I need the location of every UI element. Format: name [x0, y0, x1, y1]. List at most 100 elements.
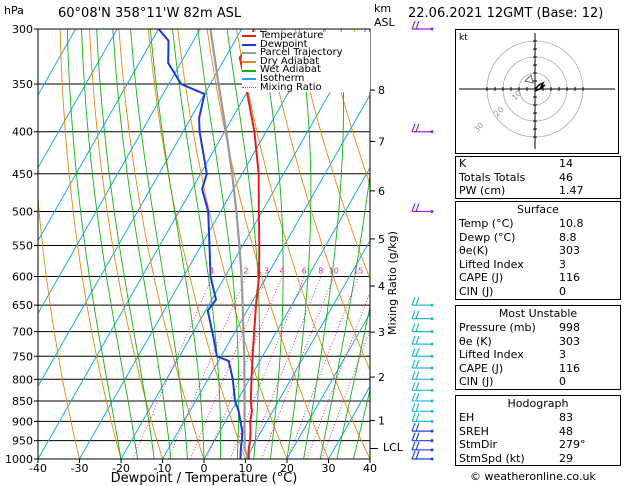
isotherm-line: [38, 29, 284, 459]
wind-barb-dot: [430, 409, 434, 413]
dry-adiabat-line: [89, 29, 163, 459]
wet-adiabat-line: [81, 29, 139, 459]
wind-barb-feather: [415, 432, 420, 441]
mixing-ratio-line: [247, 276, 322, 459]
hodograph-unit-label: kt: [459, 33, 468, 43]
wind-barb-feather: [411, 310, 416, 319]
surface-title: Surface: [517, 203, 559, 216]
pressure-tick-label: 800: [12, 373, 33, 386]
wind-barb-dot: [430, 448, 434, 452]
isotherm-line: [162, 93, 370, 459]
wind-barb-feather: [411, 382, 416, 391]
isotherm-line: [38, 29, 118, 169]
dry-adiabat-line: [147, 29, 246, 459]
wind-barb-dot: [430, 399, 434, 403]
pressure-tick-label: 400: [12, 126, 33, 139]
legend-swatch: [242, 61, 256, 64]
index-row-k: K 14: [459, 157, 573, 170]
wind-barb-dot: [430, 366, 434, 370]
wind-barb-feather: [411, 323, 416, 332]
plot-area: 1 2 3 4 6 8 10 15 20 25: [38, 29, 381, 459]
isotherm-line: [203, 166, 370, 459]
wind-barb-feather: [415, 382, 420, 391]
wet-adiabat-line: [319, 171, 370, 459]
legend-item: Parcel Trajectory: [242, 48, 370, 58]
temperature-tick-label: 10: [239, 462, 253, 475]
temperature-tick-label: 30: [322, 462, 336, 475]
pressure-tick-label: 700: [12, 326, 33, 339]
mixing-ratio-label: 2: [243, 267, 248, 276]
surface-row-cape: CAPE (J) 116: [459, 271, 580, 285]
wind-barb-feather: [415, 296, 420, 306]
pressure-tick-label: 950: [12, 435, 33, 448]
mixing-ratio-line: [229, 276, 305, 459]
wind-barb-dot: [430, 388, 434, 392]
mu-row-thetae: θe (K) 303: [459, 334, 580, 348]
temperature-tick-label: 20: [280, 462, 294, 475]
mixing-ratio-label: 15: [353, 267, 363, 276]
mixing-ratio-line: [287, 276, 359, 459]
hodo-row-sreh: SREH 48: [459, 424, 573, 438]
legend-label: Dry Adiabat: [260, 55, 320, 67]
temperature-tick-label: -30: [71, 462, 89, 475]
wind-barb-feather: [411, 392, 416, 402]
km-tick-label: 5: [378, 233, 385, 246]
dry-adiabat-line: [294, 29, 370, 281]
hodograph: kt 10 20 30: [455, 29, 619, 154]
mixing-ratio-label: 10: [329, 267, 339, 276]
wind-barb-dot: [430, 419, 434, 423]
most-unstable-table: Most Unstable Pressure (mb) 998 θe (K) 303…: [455, 305, 621, 390]
legend-swatch: [242, 87, 256, 89]
pressure-tick-label: 850: [12, 395, 33, 408]
surface-row-cin: CIN (J) 0: [459, 284, 566, 298]
mixing-ratio-label: 8: [318, 267, 323, 276]
wind-barb-dot: [430, 303, 434, 307]
pressure-tick-label: 650: [12, 299, 33, 312]
km-tick-label: 2: [378, 371, 385, 384]
wet-adiabat-line: [112, 29, 172, 459]
wind-barb-feather: [411, 413, 416, 422]
hodo-row-eh: EH 83: [459, 411, 573, 424]
temperature-tick-label: 40: [363, 462, 377, 475]
legend-label: Temperature: [260, 30, 324, 41]
wind-barb-dot: [430, 27, 434, 31]
dry-adiabat-line: [59, 29, 122, 459]
pressure-tick-label: 550: [12, 239, 33, 252]
wet-adiabat-line: [96, 29, 155, 459]
temperature-tick-label: -10: [154, 462, 172, 475]
isotherm-line: [328, 385, 370, 459]
wind-barb-feather: [411, 403, 416, 412]
temperature-tick-label: -40: [29, 462, 47, 475]
wind-barb-dot: [430, 429, 434, 433]
km-label: km: [374, 2, 392, 15]
wind-barb-feather: [415, 323, 420, 332]
km-tick-label: 1: [378, 415, 385, 428]
hodo-row-stmspd: StmSpd (kt) 29: [459, 451, 573, 465]
dry-adiabat-line: [118, 29, 205, 459]
mixing-ratio-line: [189, 276, 268, 459]
wind-barb-feather: [415, 441, 420, 451]
mixing-ratio-label: 20: [371, 267, 381, 276]
isotherm-line: [245, 239, 370, 459]
dry-adiabat-line: [177, 29, 288, 459]
wind-barb-feather: [415, 359, 420, 369]
wet-adiabat-line: [336, 304, 370, 459]
wind-barb-feather: [411, 335, 416, 345]
hodograph-params-table: Hodograph EH 83 SREH 48 StmDir 279° StmSpd …: [455, 395, 621, 467]
km-tick-label: 4: [378, 280, 385, 293]
legend-label: Dewpoint: [260, 38, 308, 50]
wind-barb-dot: [430, 377, 434, 381]
mixing-ratio-line: [321, 329, 370, 459]
km-tick-label: 7: [378, 135, 385, 148]
wind-barb-dot: [430, 209, 434, 213]
wind-barb-feather: [411, 296, 416, 306]
hodo-row-stmdir: StmDir 279°: [459, 438, 586, 452]
pressure-tick-label: 1000: [5, 453, 33, 466]
wet-adiabat-line: [352, 388, 370, 459]
mu-row-pressure: Pressure (mb) 998: [459, 321, 580, 334]
legend-item: Dewpoint: [242, 38, 370, 50]
hodograph-trace: [534, 81, 546, 92]
dry-adiabat-line: [265, 29, 370, 372]
station-location: 60°08'N 358°11'W 82m ASL: [58, 6, 242, 21]
